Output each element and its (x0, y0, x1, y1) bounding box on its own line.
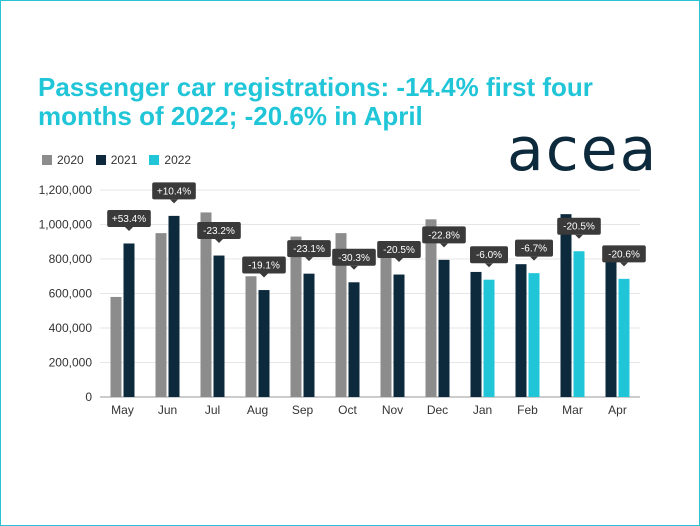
annotation-box (470, 246, 508, 264)
annotation-label: -6.7% (521, 244, 547, 255)
x-tick-label: May (111, 403, 134, 417)
annotation-box (557, 217, 601, 235)
annotation-label: +53.4% (112, 214, 146, 225)
bar-2021-mar (560, 214, 572, 397)
annotation-pointer (575, 234, 583, 239)
annotation-box (515, 239, 553, 257)
annotation-label: -20.5% (383, 245, 415, 256)
annotation-pointer (350, 265, 358, 270)
bar-2022-mar (573, 251, 585, 397)
annotation-label: -22.8% (428, 230, 460, 241)
annotation-pointer (305, 257, 313, 262)
annotation-label: -23.1% (293, 244, 325, 255)
annotation-pointer (125, 226, 133, 231)
bar-2021-apr (605, 248, 617, 397)
annotation-label: -20.6% (608, 249, 640, 260)
annotation-label: -20.5% (563, 222, 595, 233)
legend-item-2021: 2021 (95, 153, 138, 167)
annotation-box (602, 245, 646, 263)
y-tick-label: 0 (85, 390, 92, 404)
x-tick-label: Aug (247, 403, 268, 417)
annotation-pointer (620, 262, 628, 267)
legend-swatch-2022 (149, 155, 160, 165)
bar-2022-feb (528, 273, 540, 397)
y-tick-label: 800,000 (49, 252, 93, 266)
annotation-pointer (260, 273, 268, 278)
x-tick-label: Apr (608, 403, 627, 417)
bar-2020-may (110, 296, 122, 397)
legend-item-2020: 2020 (42, 153, 84, 167)
annotation-box (332, 248, 376, 266)
legend-item-2022: 2022 (149, 153, 191, 167)
x-tick-label: Sep (292, 403, 314, 417)
annotation-box (287, 240, 331, 258)
bar-2020-jun (155, 233, 167, 397)
x-tick-label: Jan (473, 403, 492, 417)
annotation-box (152, 182, 196, 200)
bar-2021-sep (303, 273, 315, 397)
bar-2021-oct (348, 282, 360, 397)
x-tick-label: Oct (338, 403, 357, 417)
chart-title: Passenger car registrations: -14.4% firs… (38, 72, 593, 131)
bar-2021-feb (515, 264, 527, 397)
legend-swatch-2020 (42, 155, 52, 165)
bar-2021-dec (438, 259, 450, 397)
annotation-label: +10.4% (157, 186, 191, 197)
x-tick-label: Jul (205, 403, 220, 417)
annotation-box (197, 222, 241, 240)
annotation-box (107, 209, 151, 227)
bar-2020-jul (200, 212, 212, 397)
legend-label-2020: 2020 (57, 153, 84, 167)
legend-label-2021: 2021 (110, 153, 138, 167)
bar-2020-oct (335, 233, 347, 397)
annotation-box (422, 226, 466, 244)
annotation-pointer (395, 258, 403, 263)
bar-2021-nov (393, 274, 405, 397)
legend-swatch-2021 (95, 155, 106, 165)
bar-2021-jul (213, 255, 225, 397)
legend: 2020 2021 2022 (42, 153, 191, 167)
bar-2021-jan (470, 271, 482, 397)
y-tick-label: 600,000 (49, 287, 93, 301)
annotation-pointer (485, 263, 493, 268)
legend-label-2022: 2022 (164, 153, 192, 167)
bar-2021-jun (168, 215, 180, 397)
bar-2020-nov (380, 246, 392, 397)
annotation-label: -6.0% (476, 250, 502, 261)
bar-2020-dec (425, 219, 437, 397)
annotation-box (377, 241, 421, 259)
annotation-pointer (440, 243, 448, 248)
y-tick-label: 200,000 (49, 356, 93, 370)
x-tick-label: Feb (517, 403, 538, 417)
x-tick-label: Dec (427, 403, 448, 417)
x-tick-label: Mar (562, 403, 583, 417)
y-tick-label: 1,000,000 (39, 218, 93, 232)
annotation-label: -30.3% (338, 253, 370, 264)
acea-logo: acea (507, 115, 659, 185)
bar-2022-jan (483, 279, 495, 397)
bar-2021-aug (258, 290, 270, 397)
x-tick-label: Nov (382, 403, 403, 417)
bar-2020-aug (245, 276, 257, 397)
y-tick-label: 1,200,000 (39, 183, 93, 197)
annotation-box (242, 256, 286, 274)
y-tick-label: 400,000 (49, 321, 93, 335)
annotation-pointer (530, 256, 538, 261)
bar-2020-sep (290, 236, 302, 397)
bar-2021-may (123, 243, 135, 397)
annotation-label: -23.2% (203, 226, 235, 237)
annotation-pointer (215, 239, 223, 244)
annotation-pointer (170, 199, 178, 204)
bar-2022-apr (618, 278, 630, 397)
annotation-label: -19.1% (248, 261, 280, 272)
x-tick-label: Jun (158, 403, 177, 417)
